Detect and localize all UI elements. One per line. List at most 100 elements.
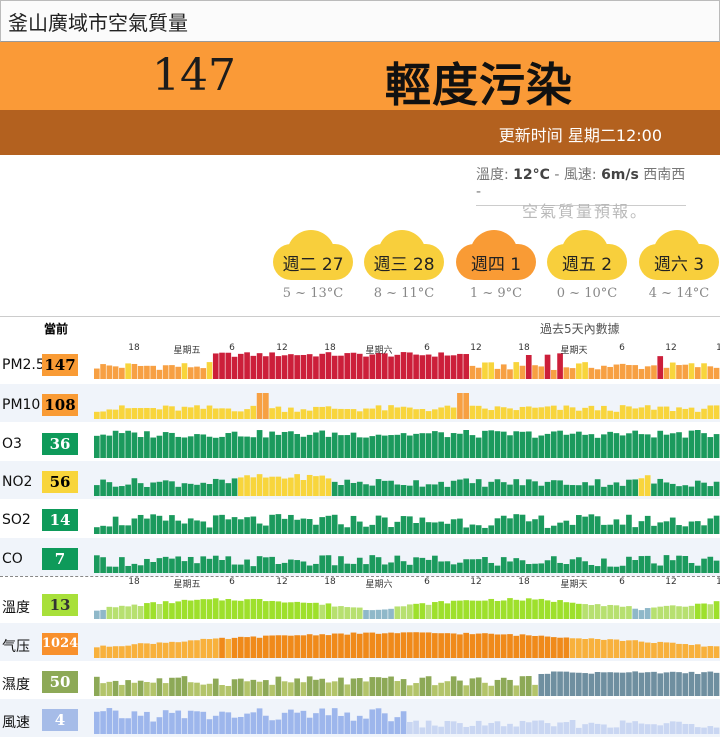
- history-bar: [162, 405, 169, 419]
- history-bar: [200, 408, 207, 419]
- history-bar: [432, 431, 438, 458]
- history-bar: [162, 520, 169, 534]
- history-bar: [694, 480, 701, 496]
- history-bar: [356, 411, 363, 419]
- history-bar: [663, 434, 670, 458]
- history-bar: [438, 682, 444, 696]
- history-bar: [150, 721, 156, 734]
- history-bar: [594, 672, 601, 696]
- history-bar: [644, 555, 651, 573]
- history-bar: [425, 720, 432, 734]
- forecast-day-label: 週五 2: [561, 255, 613, 275]
- history-bar: [663, 642, 670, 658]
- history-bar: [137, 483, 144, 496]
- history-bar: [419, 355, 426, 379]
- history-bar: [375, 557, 382, 573]
- history-bar: [669, 517, 676, 534]
- history-bar: [682, 673, 689, 696]
- history-bar: [169, 481, 175, 496]
- history-bar: [713, 434, 720, 458]
- history-bar: [538, 720, 545, 734]
- history-bar: [413, 632, 419, 658]
- history-bar: [94, 435, 100, 458]
- history-bar: [657, 606, 664, 619]
- history-bar: [494, 406, 501, 419]
- metric-badge: 4: [42, 709, 78, 731]
- history-bar: [432, 633, 438, 658]
- history-bar: [407, 485, 413, 496]
- history-bar: [200, 599, 207, 619]
- history-bar: [331, 408, 338, 419]
- time-tick: 18: [128, 343, 140, 353]
- history-bar: [475, 405, 482, 419]
- history-bar: [525, 479, 532, 496]
- history-bar: [212, 598, 219, 619]
- history-bar: [413, 683, 419, 696]
- history-bar: [688, 562, 695, 573]
- history-bar: [350, 720, 357, 734]
- history-bar: [701, 363, 707, 379]
- history-sparkline: [94, 598, 720, 619]
- history-bar: [425, 559, 432, 573]
- history-bar: [325, 555, 332, 573]
- history-bar: [519, 676, 526, 696]
- history-sparkline: [94, 514, 720, 534]
- history-bar: [375, 633, 382, 658]
- history-bar: [475, 600, 482, 619]
- history-bar: [619, 363, 626, 379]
- history-bar: [275, 635, 282, 658]
- history-bar: [607, 484, 613, 496]
- history-bar: [513, 685, 520, 696]
- history-bar: [444, 355, 451, 379]
- history-bar: [275, 406, 282, 419]
- history-bar: [231, 679, 238, 696]
- history-bar: [388, 480, 394, 496]
- history-bar: [313, 713, 319, 734]
- history-bar: [338, 715, 344, 734]
- time-tick: 星期天: [560, 346, 588, 356]
- history-bar: [607, 672, 613, 696]
- history-bar: [269, 556, 275, 573]
- history-bar: [350, 482, 357, 496]
- history-bar: [494, 634, 501, 658]
- history-bar: [244, 599, 250, 619]
- time-tick: 12: [665, 577, 677, 587]
- history-bar: [388, 562, 394, 573]
- history-bar: [500, 600, 507, 619]
- history-bar: [475, 633, 482, 658]
- page-title: 釜山廣域市空氣質量: [8, 11, 188, 35]
- history-bar: [162, 556, 169, 573]
- history-bar: [231, 411, 238, 419]
- history-bar: [519, 560, 526, 573]
- history-bar: [263, 680, 269, 696]
- history-bar: [425, 433, 432, 458]
- time-tick: 12: [665, 343, 677, 353]
- history-bar: [200, 711, 207, 734]
- history-bar: [338, 677, 344, 696]
- history-bar: [100, 525, 106, 534]
- history-bar: [200, 638, 207, 658]
- wind-value: 6m/s: [601, 167, 639, 183]
- history-bar: [344, 479, 351, 496]
- history-bar: [256, 393, 263, 419]
- history-bar: [569, 433, 576, 458]
- history-bar: [682, 606, 689, 619]
- history-bar: [256, 681, 263, 696]
- history-bar: [112, 486, 119, 496]
- history-bar: [644, 672, 651, 696]
- history-bar: [300, 602, 307, 619]
- history-bar: [206, 558, 213, 573]
- history-bar: [338, 435, 344, 458]
- history-bar: [500, 677, 507, 696]
- history-bar: [457, 353, 463, 379]
- history-bar: [626, 406, 632, 419]
- history-bar: [626, 672, 632, 696]
- history-bar: [488, 685, 495, 696]
- history-bar: [313, 679, 319, 696]
- history-bar: [607, 410, 613, 419]
- history-bar: [494, 721, 501, 734]
- history-bar: [231, 717, 238, 734]
- history-bar: [313, 356, 319, 379]
- history-bar: [538, 635, 545, 658]
- history-bar: [288, 602, 294, 619]
